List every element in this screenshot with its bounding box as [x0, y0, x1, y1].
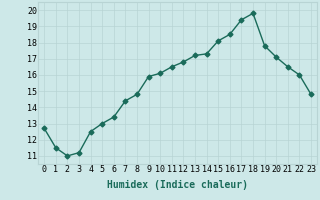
X-axis label: Humidex (Indice chaleur): Humidex (Indice chaleur): [107, 180, 248, 190]
